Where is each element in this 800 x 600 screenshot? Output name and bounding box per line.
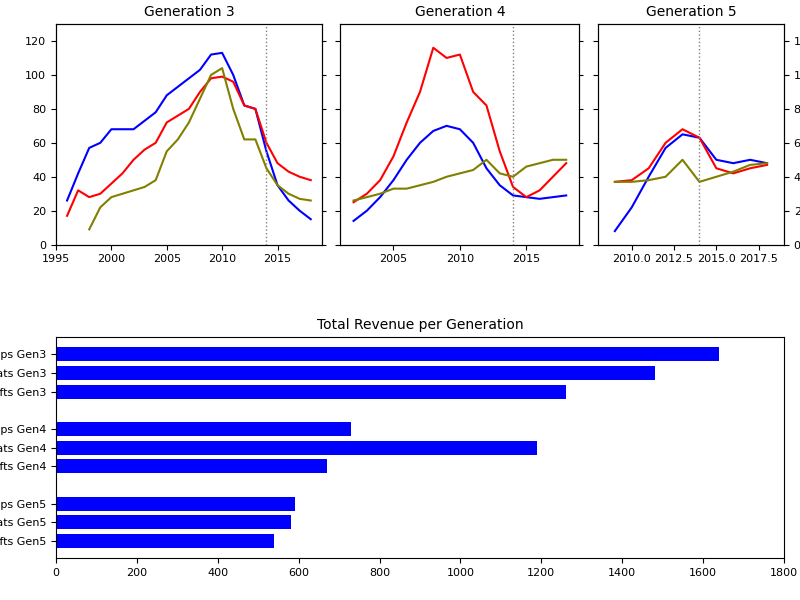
Bar: [56, 460, 327, 473]
Bar: [56, 497, 294, 511]
Title: Generation 3: Generation 3: [143, 5, 234, 19]
Bar: [56, 534, 274, 548]
Bar: [56, 385, 566, 398]
Title: Generation 4: Generation 4: [414, 5, 505, 19]
Title: Total Revenue per Generation: Total Revenue per Generation: [317, 318, 523, 332]
Bar: [56, 422, 351, 436]
Bar: [56, 515, 290, 529]
Title: Generation 5: Generation 5: [646, 5, 736, 19]
Bar: [56, 440, 538, 455]
Bar: [56, 347, 719, 361]
Bar: [56, 366, 654, 380]
